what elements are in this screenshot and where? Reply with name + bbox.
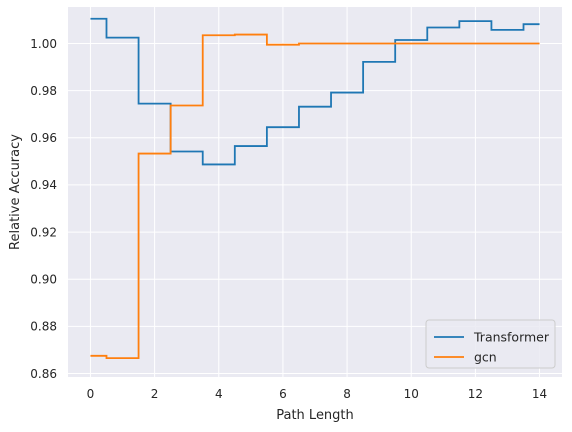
legend-label-transformer: Transformer [473,330,550,345]
y-tick-label: 1.00 [30,37,57,51]
x-axis-label: Path Length [276,408,354,423]
legend-label-gcn: gcn [474,350,497,365]
plot-area [68,7,562,377]
x-tick-label: 2 [151,387,159,401]
x-tick-label: 6 [279,387,287,401]
y-axis-ticks: 0.86 0.88 0.90 0.92 0.94 0.96 0.98 1.00 [30,37,57,381]
x-axis-ticks: 0 2 4 6 8 10 12 14 [87,387,548,401]
series-line-gcn [90,33,540,360]
x-tick-label: 4 [215,387,223,401]
legend-box [425,319,556,369]
legend: Transformer gcn [425,319,556,369]
y-tick-label: 0.88 [30,320,57,334]
x-tick-label: 14 [532,387,547,401]
y-tick-label: 0.86 [30,367,57,381]
x-tick-label: 0 [87,387,95,401]
y-tick-label: 0.96 [30,131,57,145]
y-tick-label: 0.98 [30,84,57,98]
y-tick-label: 0.94 [30,178,57,192]
series-line-transformer [90,17,540,166]
y-tick-label: 0.92 [30,225,57,239]
x-tick-label: 8 [343,387,351,401]
series-layer [90,17,540,360]
x-tick-label: 12 [468,387,483,401]
y-tick-label: 0.90 [30,272,57,286]
y-axis-label: Relative Accuracy [8,134,23,250]
x-tick-label: 10 [404,387,419,401]
